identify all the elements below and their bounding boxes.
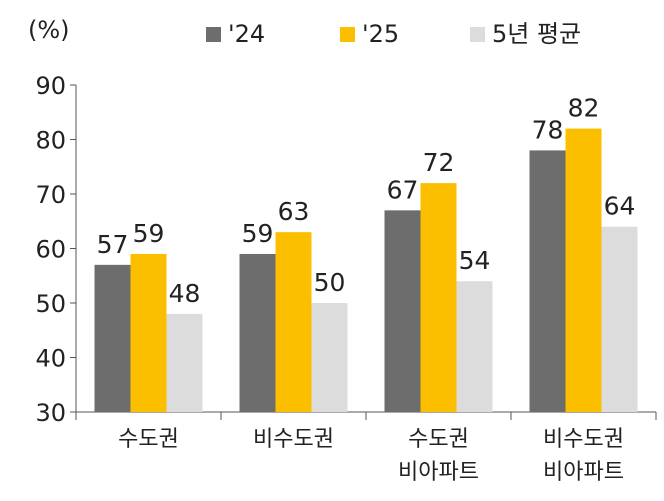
legend-label: 5년 평균 xyxy=(492,20,581,48)
bar xyxy=(275,232,312,412)
legend: '24 '25 5년 평균 xyxy=(206,20,581,48)
x-category-label: 비아파트 xyxy=(543,460,624,485)
data-label: 63 xyxy=(278,197,310,226)
bar xyxy=(130,253,167,412)
bar xyxy=(456,281,493,412)
y-tick-label: 40 xyxy=(35,345,66,373)
data-label: 72 xyxy=(423,148,455,177)
legend-swatch xyxy=(206,27,221,42)
bar xyxy=(529,150,566,412)
bar xyxy=(94,264,131,412)
y-tick-label: 30 xyxy=(35,399,66,427)
data-label: 82 xyxy=(568,94,600,123)
data-label: 57 xyxy=(97,230,129,259)
legend-label: '24 xyxy=(228,20,265,48)
bars xyxy=(94,128,638,412)
x-category-label: 비수도권 xyxy=(253,427,334,452)
bar xyxy=(166,313,203,412)
data-label: 54 xyxy=(459,246,491,275)
x-category-label: 비아파트 xyxy=(398,460,479,485)
y-tick-label: 50 xyxy=(35,290,66,318)
y-tick-label: 90 xyxy=(35,72,66,100)
bar xyxy=(384,210,421,412)
legend-swatch xyxy=(470,27,485,42)
data-label: 48 xyxy=(169,279,201,308)
data-label: 78 xyxy=(532,115,564,144)
bar xyxy=(565,128,602,412)
data-label: 64 xyxy=(604,192,636,221)
data-label: 67 xyxy=(387,175,419,204)
legend-swatch xyxy=(340,27,355,42)
legend-label: '25 xyxy=(362,20,399,48)
y-axis-unit-label: (%) xyxy=(28,16,70,44)
y-tick-label: 60 xyxy=(35,236,66,264)
bar xyxy=(601,226,638,412)
y-tick-label: 70 xyxy=(35,181,66,209)
bar xyxy=(420,183,457,412)
y-tick-label: 80 xyxy=(35,127,66,155)
data-label: 59 xyxy=(242,219,274,248)
data-label: 59 xyxy=(133,219,165,248)
bar xyxy=(239,253,276,412)
x-category-label: 비수도권 xyxy=(543,427,624,452)
bar xyxy=(311,303,348,412)
data-label: 50 xyxy=(314,268,346,297)
x-category-label: 수도권 xyxy=(118,427,179,452)
x-category-label: 수도권 xyxy=(408,427,469,452)
